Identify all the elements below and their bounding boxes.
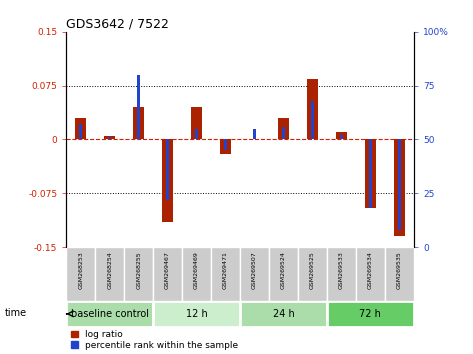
- Bar: [307, 79, 318, 139]
- Bar: [394, 139, 405, 236]
- Bar: [153, 247, 182, 301]
- Bar: [182, 247, 211, 301]
- Bar: [108, 137, 112, 139]
- Bar: [137, 75, 140, 139]
- Bar: [195, 129, 198, 139]
- Bar: [79, 124, 82, 139]
- Bar: [211, 247, 240, 301]
- Text: time: time: [5, 308, 27, 318]
- Text: GSM269524: GSM269524: [281, 251, 286, 289]
- Bar: [75, 118, 87, 139]
- Text: GSM268253: GSM268253: [78, 251, 83, 289]
- Bar: [282, 127, 285, 139]
- Bar: [66, 247, 95, 301]
- Text: GSM269507: GSM269507: [252, 251, 257, 289]
- Bar: [327, 247, 356, 301]
- Bar: [269, 247, 298, 301]
- Bar: [340, 135, 343, 139]
- Text: 12 h: 12 h: [186, 309, 208, 319]
- Bar: [166, 139, 169, 200]
- Bar: [66, 301, 153, 327]
- Bar: [224, 139, 228, 150]
- Text: baseline control: baseline control: [70, 309, 149, 319]
- Bar: [365, 139, 376, 208]
- Bar: [124, 247, 153, 301]
- Text: GSM269525: GSM269525: [310, 251, 315, 289]
- Text: GSM269533: GSM269533: [339, 251, 344, 289]
- Bar: [162, 139, 174, 222]
- Bar: [191, 107, 202, 139]
- Bar: [368, 139, 372, 209]
- Bar: [240, 301, 327, 327]
- Text: GSM269467: GSM269467: [165, 251, 170, 289]
- Bar: [298, 247, 327, 301]
- Bar: [398, 139, 401, 230]
- Text: 72 h: 72 h: [359, 309, 381, 319]
- Text: GSM268255: GSM268255: [136, 251, 141, 289]
- Text: 24 h: 24 h: [272, 309, 294, 319]
- Bar: [311, 101, 314, 139]
- Text: GDS3642 / 7522: GDS3642 / 7522: [66, 18, 169, 31]
- Legend: log ratio, percentile rank within the sample: log ratio, percentile rank within the sa…: [71, 330, 238, 350]
- Bar: [385, 247, 414, 301]
- Text: GSM269535: GSM269535: [397, 251, 402, 289]
- Bar: [220, 139, 231, 154]
- Bar: [104, 136, 115, 139]
- Bar: [278, 118, 289, 139]
- Bar: [153, 301, 240, 327]
- Bar: [253, 129, 256, 139]
- Bar: [240, 247, 269, 301]
- Bar: [336, 132, 347, 139]
- Text: GSM268254: GSM268254: [107, 251, 112, 289]
- Bar: [133, 107, 144, 139]
- Bar: [356, 247, 385, 301]
- Bar: [327, 301, 414, 327]
- Text: GSM269471: GSM269471: [223, 251, 228, 289]
- Text: GSM269469: GSM269469: [194, 251, 199, 289]
- Bar: [95, 247, 124, 301]
- Text: GSM269534: GSM269534: [368, 251, 373, 289]
